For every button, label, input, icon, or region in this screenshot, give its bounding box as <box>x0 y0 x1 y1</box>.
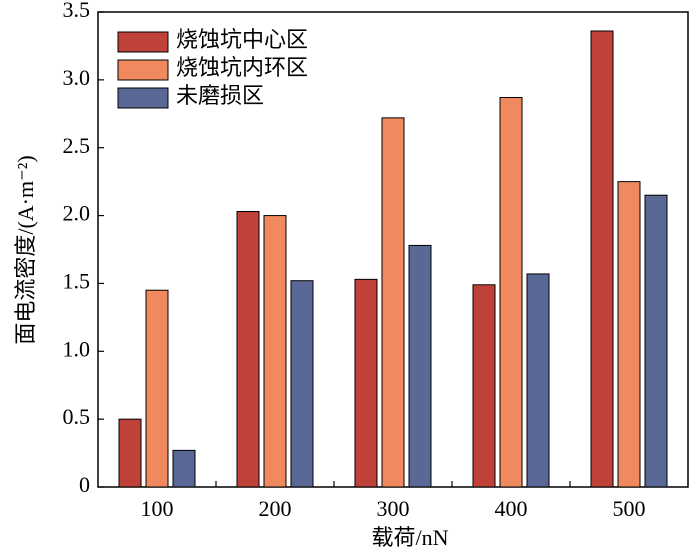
bar <box>499 97 523 488</box>
y-tick-label: 1.0 <box>63 336 91 361</box>
x-axis-label: 载荷/nN <box>371 525 448 550</box>
y-tick-label: 3.5 <box>63 0 91 22</box>
legend-label: 未磨损区 <box>176 83 264 108</box>
bar <box>472 284 496 488</box>
x-tick-label: 100 <box>141 496 174 521</box>
legend-label: 烧蚀坑中心区 <box>176 27 308 52</box>
bar <box>236 211 260 488</box>
bar <box>617 181 641 488</box>
x-tick-label: 200 <box>259 496 292 521</box>
x-tick-label: 400 <box>495 496 528 521</box>
legend-label: 烧蚀坑内环区 <box>176 55 308 80</box>
x-tick-label: 300 <box>377 496 410 521</box>
bar <box>145 289 169 488</box>
y-tick-label: 3.0 <box>63 65 91 90</box>
bar <box>118 418 142 488</box>
y-tick-label: 2.5 <box>63 133 91 158</box>
y-axis-label: 面电流密度/(A·m⁻²) <box>13 155 38 344</box>
x-tick-label: 500 <box>613 496 646 521</box>
y-tick-label: 0 <box>79 472 90 497</box>
legend-swatch <box>117 31 169 53</box>
legend-swatch <box>117 59 169 81</box>
bar <box>381 117 405 488</box>
y-tick-label: 2.0 <box>63 201 91 226</box>
bar <box>172 449 196 488</box>
bar <box>263 215 287 488</box>
bar <box>290 280 314 488</box>
y-tick-label: 0.5 <box>63 404 91 429</box>
y-tick-label: 1.5 <box>63 268 91 293</box>
legend-swatch <box>117 87 169 109</box>
bar <box>526 273 550 488</box>
bar <box>644 194 668 488</box>
bar <box>354 278 378 488</box>
bar <box>408 244 432 488</box>
bar <box>590 30 614 488</box>
